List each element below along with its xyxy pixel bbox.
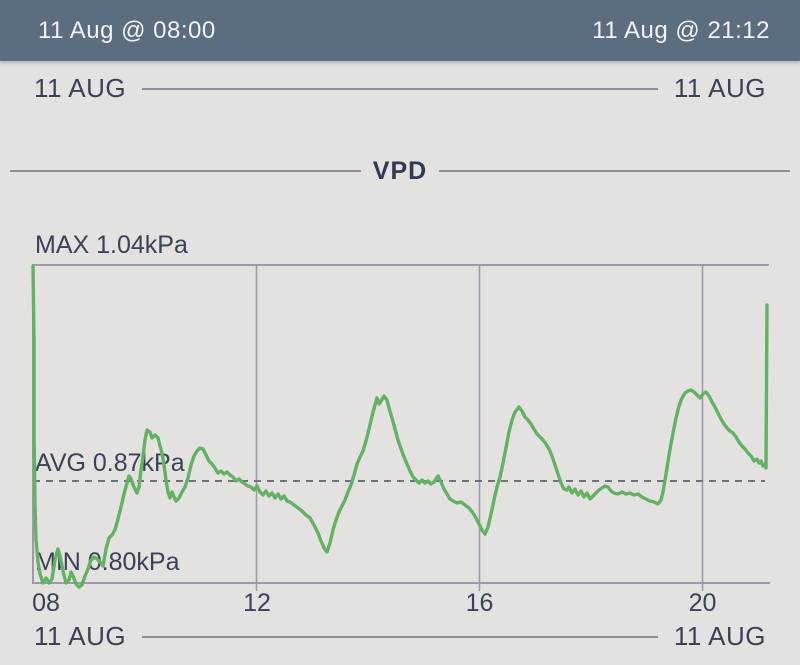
x-axis-labels: 08 12 16 20 [0,589,800,619]
title-divider-right [439,170,790,172]
date-row-divider-bottom [142,636,658,638]
x-axis-label-12: 12 [243,589,271,617]
date-start-label-bottom: 11 AUG [34,620,127,651]
range-start-time: 11 Aug @ 08:00 [38,16,216,44]
x-axis-label-20: 20 [688,589,717,617]
title-divider-left [10,170,361,172]
section-title-row: VPD [0,156,800,186]
time-range-header: 11 Aug @ 08:00 11 Aug @ 21:12 [0,0,800,61]
max-value-label: MAX 1.04kPa [35,231,188,259]
range-end-time: 11 Aug @ 21:12 [592,16,770,44]
x-axis-label-16: 16 [465,589,494,617]
date-row-top: 11 AUG 11 AUG [0,73,800,103]
date-row-bottom: 11 AUG 11 AUG [0,621,800,651]
date-row-divider [142,88,658,90]
x-axis-label-08: 08 [32,589,60,617]
chart-title: VPD [372,156,428,185]
date-start-label: 11 AUG [34,72,127,103]
vpd-chart-plot-area[interactable] [33,265,769,583]
date-end-label: 11 AUG [673,72,766,103]
date-end-label-bottom: 11 AUG [673,620,766,651]
